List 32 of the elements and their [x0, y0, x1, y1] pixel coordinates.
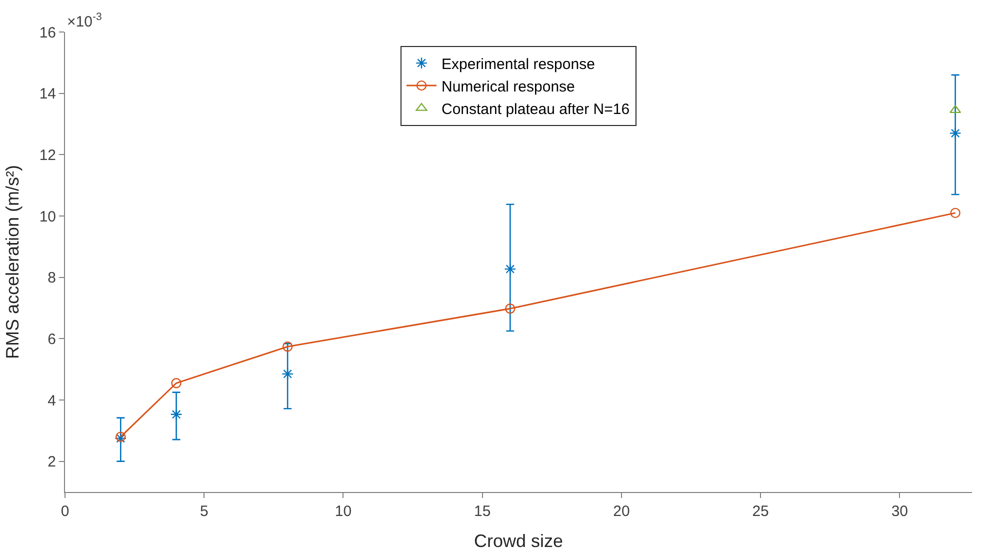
x-tick-label: 5 — [200, 503, 208, 520]
point — [505, 304, 516, 314]
point — [950, 105, 962, 114]
point — [949, 127, 962, 140]
y-tick-label: 2 — [48, 454, 56, 471]
y-tick-label: 4 — [48, 392, 56, 410]
point — [282, 368, 294, 380]
x-tick-label: 30 — [891, 503, 908, 520]
x-tick-label: 25 — [752, 503, 769, 520]
y-tick-label: 8 — [48, 270, 56, 287]
x-tick-label: 10 — [334, 503, 352, 520]
legend-label: Experimental response — [442, 56, 595, 73]
y-tick-label: 12 — [39, 146, 56, 164]
y-axis-title: RMS acceleration (m/s²) — [2, 164, 23, 360]
x-tick-label: 15 — [474, 503, 491, 520]
x-axis-title: Crowd size — [474, 531, 564, 552]
legend-label: Numerical response — [442, 78, 575, 96]
y-tick-label: 6 — [48, 330, 56, 348]
y-tick-label: 10 — [39, 208, 56, 226]
text: ×10$^{-3}$ — [67, 11, 102, 30]
point — [170, 408, 182, 420]
point — [950, 208, 960, 218]
point — [114, 432, 127, 444]
point — [171, 378, 182, 388]
point — [282, 342, 293, 352]
x-tick-label: 0 — [60, 503, 70, 520]
x-tick-label: 20 — [613, 503, 630, 520]
point — [504, 263, 516, 276]
y-tick-label: 16 — [39, 24, 56, 42]
y-tick-label: 14 — [39, 86, 56, 103]
point — [116, 432, 126, 442]
legend-label: Constant plateau after N=16 — [442, 100, 630, 118]
